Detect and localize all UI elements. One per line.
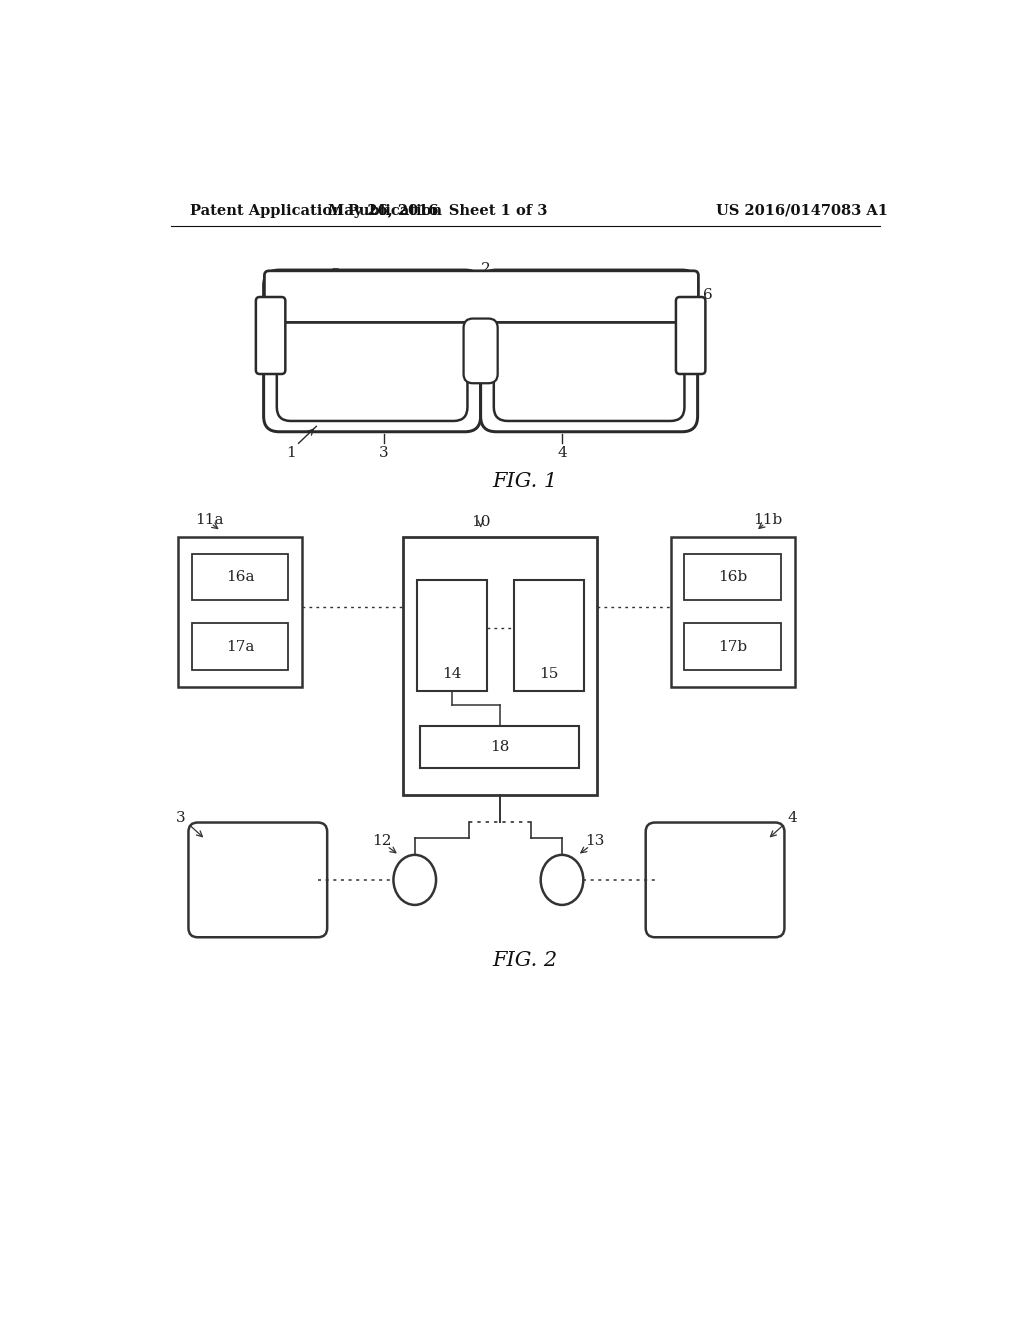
Text: 11b: 11b (753, 513, 782, 527)
Text: 15: 15 (540, 668, 558, 681)
Bar (403, 537, 597, 795)
Bar (684, 623, 780, 669)
FancyBboxPatch shape (188, 822, 328, 937)
Text: 1: 1 (286, 446, 296, 459)
Text: 4: 4 (557, 446, 567, 459)
Text: 6: 6 (702, 289, 713, 302)
Text: 13: 13 (585, 834, 604, 849)
Bar (684, 554, 780, 601)
Text: FIG. 2: FIG. 2 (493, 952, 557, 970)
FancyBboxPatch shape (480, 271, 697, 432)
Bar (193, 554, 289, 601)
Text: 18: 18 (489, 741, 509, 754)
Text: FIG. 1: FIG. 1 (493, 473, 557, 491)
Text: 12: 12 (373, 834, 392, 849)
Ellipse shape (393, 855, 436, 906)
Bar (671, 537, 795, 688)
Bar (514, 579, 584, 692)
Bar (178, 537, 302, 688)
Text: 16b: 16b (718, 570, 748, 585)
Text: 17b: 17b (718, 640, 748, 653)
Text: 4: 4 (787, 810, 797, 825)
Text: US 2016/0147083 A1: US 2016/0147083 A1 (716, 203, 888, 218)
Text: May 26, 2016  Sheet 1 of 3: May 26, 2016 Sheet 1 of 3 (329, 203, 548, 218)
Text: 2: 2 (481, 261, 490, 276)
FancyBboxPatch shape (646, 822, 784, 937)
Bar (420, 726, 579, 768)
Text: 3: 3 (176, 810, 185, 825)
Bar (193, 623, 289, 669)
Text: 10: 10 (471, 515, 490, 529)
FancyBboxPatch shape (494, 281, 684, 421)
Bar (417, 579, 486, 692)
Text: 11a: 11a (196, 513, 223, 527)
FancyBboxPatch shape (264, 271, 698, 322)
Text: 3: 3 (379, 446, 388, 459)
FancyBboxPatch shape (263, 271, 480, 432)
Text: 14: 14 (442, 668, 462, 681)
FancyBboxPatch shape (256, 297, 286, 374)
Text: 5: 5 (331, 268, 341, 282)
Text: Patent Application Publication: Patent Application Publication (190, 203, 442, 218)
Text: 16a: 16a (226, 570, 255, 585)
FancyBboxPatch shape (276, 281, 467, 421)
FancyBboxPatch shape (676, 297, 706, 374)
FancyBboxPatch shape (464, 318, 498, 383)
Ellipse shape (541, 855, 584, 906)
Text: 17a: 17a (226, 640, 255, 653)
